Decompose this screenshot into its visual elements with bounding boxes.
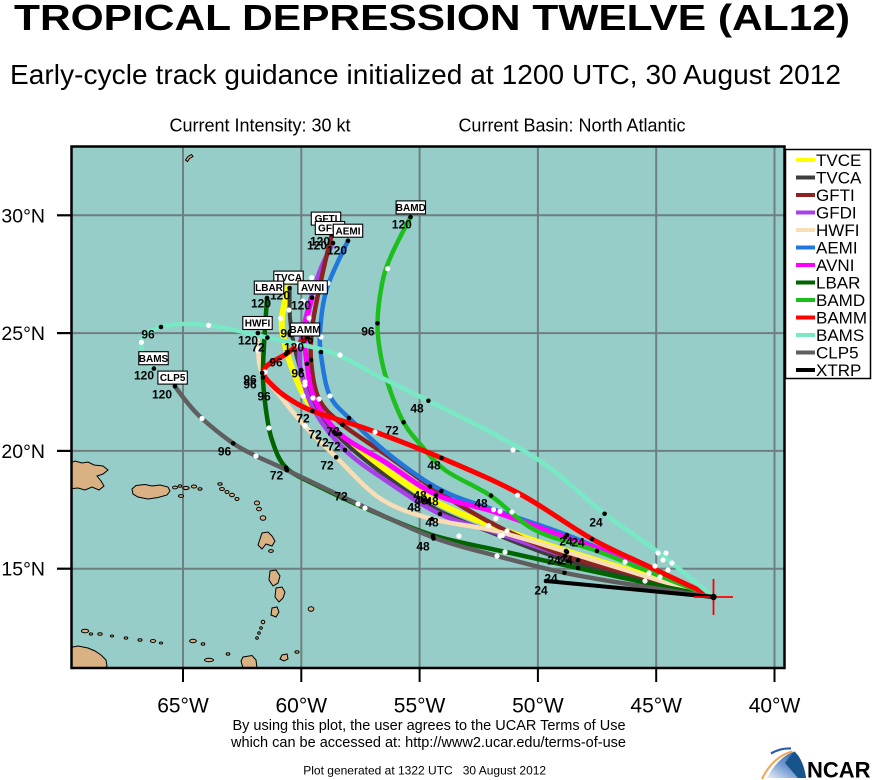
svg-text:AVNI: AVNI [816, 256, 854, 275]
svg-text:AVNI: AVNI [301, 283, 324, 294]
svg-text:120: 120 [284, 340, 304, 354]
svg-text:24: 24 [589, 515, 603, 529]
svg-text:120: 120 [152, 387, 172, 401]
svg-text:120: 120 [307, 238, 327, 252]
svg-text:NCAR: NCAR [807, 758, 871, 780]
svg-text:72: 72 [296, 411, 310, 425]
svg-text:96: 96 [141, 327, 155, 341]
svg-text:96: 96 [269, 355, 283, 369]
svg-text:Current Basin: North Atlantic: Current Basin: North Atlantic [458, 116, 685, 136]
svg-text:72: 72 [334, 489, 348, 503]
svg-text:HWFI: HWFI [816, 221, 859, 240]
svg-text:24: 24 [571, 535, 585, 549]
svg-text:TVCE: TVCE [816, 151, 861, 170]
svg-text:96: 96 [243, 377, 257, 391]
svg-text:GFTI: GFTI [315, 214, 338, 225]
svg-text:30°N: 30°N [1, 205, 45, 227]
svg-text:48: 48 [413, 488, 427, 502]
svg-text:LBAR: LBAR [816, 274, 860, 293]
svg-text:BAMD: BAMD [816, 291, 865, 310]
svg-text:96: 96 [243, 372, 257, 386]
svg-text:TVCA: TVCA [275, 273, 302, 284]
svg-text:96: 96 [291, 366, 305, 380]
svg-text:HWFI: HWFI [245, 319, 271, 330]
svg-text:55°W: 55°W [394, 695, 446, 718]
svg-text:96: 96 [218, 444, 232, 458]
svg-text:120: 120 [238, 333, 258, 347]
svg-text:48: 48 [425, 515, 439, 529]
svg-text:25°N: 25°N [1, 323, 45, 345]
svg-text:CLP5: CLP5 [160, 373, 186, 384]
svg-text:48: 48 [474, 496, 488, 510]
svg-text:48: 48 [425, 494, 439, 508]
svg-text:72: 72 [327, 439, 341, 453]
svg-text:48: 48 [427, 458, 441, 472]
svg-text:AEMI: AEMI [336, 226, 361, 237]
svg-text:GFTI: GFTI [816, 186, 855, 205]
svg-text:LBAR: LBAR [255, 283, 284, 294]
svg-text:TVCA: TVCA [816, 169, 862, 188]
svg-text:120: 120 [327, 243, 347, 257]
svg-text:BAMS: BAMS [816, 326, 864, 345]
svg-text:48: 48 [407, 500, 421, 514]
svg-text:BAMM: BAMM [289, 325, 320, 336]
svg-text:Current Intensity: 30 kt: Current Intensity: 30 kt [169, 116, 350, 136]
svg-text:40°W: 40°W [749, 695, 801, 718]
svg-text:which can be accessed at: http: which can be accessed at: http://www2.uc… [230, 735, 626, 751]
svg-text:72: 72 [315, 435, 329, 449]
svg-text:72: 72 [320, 458, 334, 472]
svg-text:20°N: 20°N [1, 441, 45, 463]
svg-text:120: 120 [392, 218, 412, 232]
svg-text:CLP5: CLP5 [816, 344, 859, 363]
svg-text:120: 120 [310, 234, 330, 248]
svg-text:48: 48 [416, 539, 430, 553]
svg-text:120: 120 [291, 298, 311, 312]
svg-text:60°W: 60°W [276, 695, 328, 718]
svg-text:45°W: 45°W [630, 695, 682, 718]
svg-text:GFDI: GFDI [318, 224, 342, 235]
svg-text:By using this plot, the user a: By using this plot, the user agrees to t… [232, 718, 625, 734]
svg-text:XTRP: XTRP [816, 361, 861, 380]
svg-text:BAMM: BAMM [816, 309, 867, 328]
svg-text:72: 72 [270, 468, 284, 482]
svg-text:120: 120 [134, 368, 154, 382]
svg-text:24: 24 [559, 553, 573, 567]
svg-text:96: 96 [361, 324, 375, 338]
svg-text:72: 72 [326, 424, 340, 438]
svg-text:72: 72 [308, 427, 322, 441]
svg-text:BAMD: BAMD [396, 203, 426, 214]
svg-text:48: 48 [410, 401, 424, 415]
svg-text:50°W: 50°W [512, 695, 564, 718]
svg-text:48: 48 [414, 493, 428, 507]
svg-text:24: 24 [559, 534, 573, 548]
svg-text:BAMS: BAMS [139, 354, 169, 365]
svg-text:72: 72 [251, 340, 265, 354]
svg-text:GFDI: GFDI [816, 204, 857, 223]
svg-text:15°N: 15°N [1, 559, 45, 581]
svg-text:Early-cycle track guidance ini: Early-cycle track guidance initialized a… [10, 59, 841, 90]
svg-text:TROPICAL DEPRESSION TWELVE (AL: TROPICAL DEPRESSION TWELVE (AL12) [14, 0, 850, 38]
svg-text:72: 72 [385, 423, 399, 437]
svg-text:120: 120 [251, 296, 271, 310]
svg-text:24: 24 [534, 583, 548, 597]
svg-text:AEMI: AEMI [816, 239, 858, 258]
svg-text:24: 24 [547, 553, 561, 567]
svg-text:65°W: 65°W [157, 695, 209, 718]
svg-text:24: 24 [544, 571, 558, 585]
svg-text:96: 96 [257, 389, 271, 403]
svg-text:Plot generated at 1322 UTC 3: Plot generated at 1322 UTC 30 August 201… [303, 764, 546, 778]
